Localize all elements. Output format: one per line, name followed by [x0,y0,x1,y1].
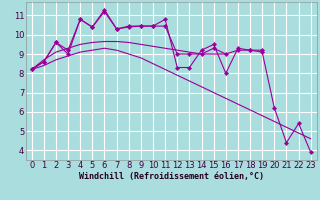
X-axis label: Windchill (Refroidissement éolien,°C): Windchill (Refroidissement éolien,°C) [79,172,264,181]
